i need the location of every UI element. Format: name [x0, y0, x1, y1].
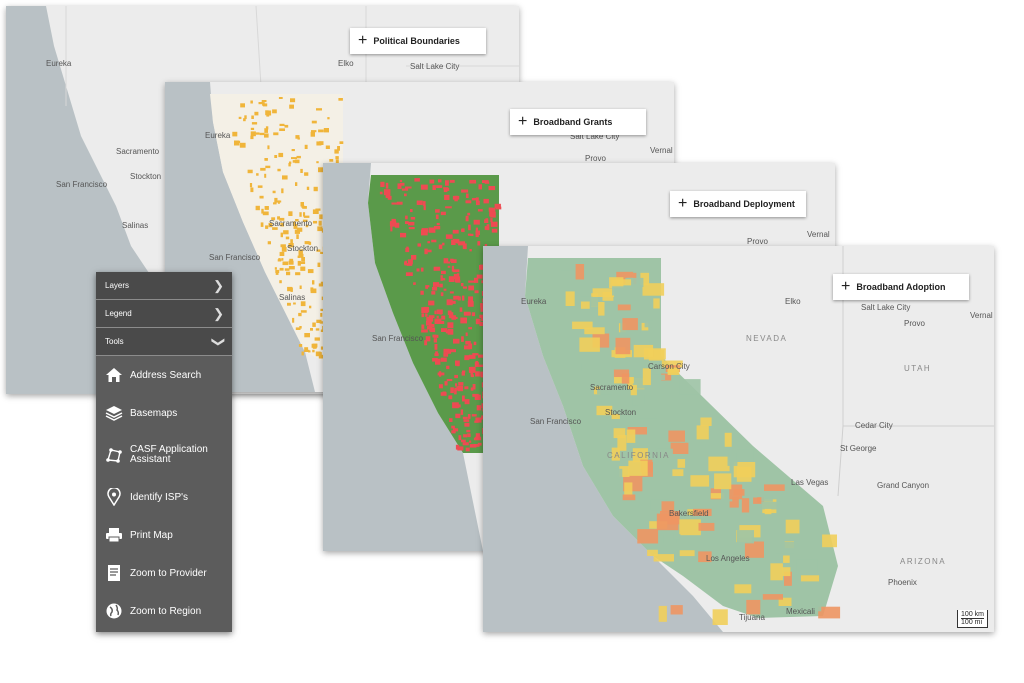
tool-label: Address Search: [130, 369, 202, 381]
label-san-francisco: San Francisco: [372, 334, 424, 343]
globe-icon: [105, 602, 123, 620]
label-cedar-city: Cedar City: [855, 421, 893, 430]
tool-zoom-to-provider[interactable]: Zoom to Provider: [96, 554, 232, 592]
tool-basemaps[interactable]: Basemaps: [96, 394, 232, 432]
label-vernal: Vernal: [650, 146, 673, 155]
document-icon: [105, 564, 123, 582]
tool-label: Basemaps: [130, 407, 178, 419]
label-sacramento: Sacramento: [269, 219, 313, 228]
tool-label: Identify ISP's: [130, 491, 189, 503]
label-salt-lake-city: Salt Lake City: [861, 303, 911, 312]
polygon-icon: [105, 446, 123, 464]
tool-label: Print Map: [130, 529, 173, 541]
label-sacramento: Sacramento: [116, 147, 160, 156]
scale-bar: 100 km 100 mi: [957, 610, 988, 628]
tool-label: Zoom to Provider: [130, 567, 207, 579]
label-vernal: Vernal: [807, 230, 830, 239]
broadband-adoption-layer-button[interactable]: + Broadband Adoption: [833, 274, 969, 300]
label-eureka: Eureka: [46, 59, 72, 68]
map-pin-icon: [105, 488, 123, 506]
printer-icon: [105, 526, 123, 544]
plus-icon: +: [358, 32, 368, 49]
tools-panel: Layers ❯ Legend ❯ Tools ❯ Address Search…: [96, 272, 232, 632]
legend-header-label: Legend: [105, 309, 132, 318]
tool-label: Zoom to Region: [130, 605, 202, 617]
label-stockton: Stockton: [605, 408, 637, 417]
tool-identify-isps[interactable]: Identify ISP's: [96, 478, 232, 516]
political-boundaries-layer-button[interactable]: + Political Boundaries: [350, 28, 486, 54]
label-tijuana: Tijuana: [739, 613, 765, 622]
layer-title: Political Boundaries: [373, 36, 460, 46]
label-grand-canyon: Grand Canyon: [877, 481, 930, 490]
layers-header-label: Layers: [105, 281, 130, 290]
map-panel-broadband-adoption: Eureka Elko Salt Lake City Provo Vernal …: [483, 246, 994, 632]
broadband-deployment-layer-button[interactable]: + Broadband Deployment: [670, 191, 806, 217]
layer-title: Broadband Grants: [533, 117, 613, 127]
label-elko: Elko: [338, 59, 354, 68]
label-provo: Provo: [585, 154, 606, 163]
label-stockton: Stockton: [287, 244, 319, 253]
label-bakersfield: Bakersfield: [669, 509, 709, 518]
tools-header[interactable]: Tools ❯: [96, 328, 232, 356]
plus-icon: +: [518, 113, 528, 130]
tool-print-map[interactable]: Print Map: [96, 516, 232, 554]
label-sacramento: Sacramento: [590, 383, 634, 392]
label-san-francisco: San Francisco: [209, 253, 261, 262]
label-salinas: Salinas: [122, 221, 149, 230]
label-eureka: Eureka: [521, 297, 547, 306]
tool-casf-application-assistant[interactable]: CASF Application Assistant: [96, 432, 232, 478]
tool-address-search[interactable]: Address Search: [96, 356, 232, 394]
label-eureka: Eureka: [205, 131, 231, 140]
label-salinas: Salinas: [279, 293, 306, 302]
chevron-right-icon: ❯: [213, 277, 224, 293]
label-san-francisco: San Francisco: [56, 180, 108, 189]
label-arizona: ARIZONA: [900, 557, 947, 566]
label-provo: Provo: [747, 237, 768, 246]
label-san-francisco: San Francisco: [530, 417, 582, 426]
chevron-down-icon: ❯: [211, 336, 227, 347]
layer-title: Broadband Adoption: [856, 282, 946, 292]
scale-mi: 100 mi: [961, 619, 983, 626]
plus-icon: +: [678, 195, 688, 212]
tool-label: CASF Application Assistant: [130, 443, 208, 465]
label-utah: UTAH: [904, 364, 932, 373]
layers-icon: [105, 404, 123, 422]
label-las-vegas: Las Vegas: [791, 478, 829, 487]
label-salt-lake-city: Salt Lake City: [570, 132, 620, 141]
label-provo: Provo: [904, 319, 925, 328]
label-los-angeles: Los Angeles: [706, 554, 750, 563]
home-icon: [105, 366, 123, 384]
label-carson-city: Carson City: [648, 362, 690, 371]
label-stockton: Stockton: [130, 172, 162, 181]
label-mexicali: Mexicali: [786, 607, 815, 616]
label-nevada: NEVADA: [746, 334, 788, 343]
broadband-grants-layer-button[interactable]: + Broadband Grants: [510, 109, 646, 135]
adoption-map: [483, 246, 994, 632]
label-vernal: Vernal: [970, 311, 993, 320]
plus-icon: +: [841, 278, 851, 295]
label-salt-lake-city: Salt Lake City: [410, 62, 460, 71]
label-phoenix: Phoenix: [888, 578, 917, 587]
layers-header[interactable]: Layers ❯: [96, 272, 232, 300]
tools-header-label: Tools: [105, 337, 124, 346]
label-st-george: St George: [840, 444, 877, 453]
scale-km: 100 km: [961, 611, 984, 619]
label-california: CALIFORNIA: [607, 451, 671, 460]
legend-header[interactable]: Legend ❯: [96, 300, 232, 328]
chevron-right-icon: ❯: [213, 305, 224, 321]
tool-zoom-to-region[interactable]: Zoom to Region: [96, 592, 232, 630]
layer-title: Broadband Deployment: [693, 199, 795, 209]
label-elko: Elko: [785, 297, 801, 306]
